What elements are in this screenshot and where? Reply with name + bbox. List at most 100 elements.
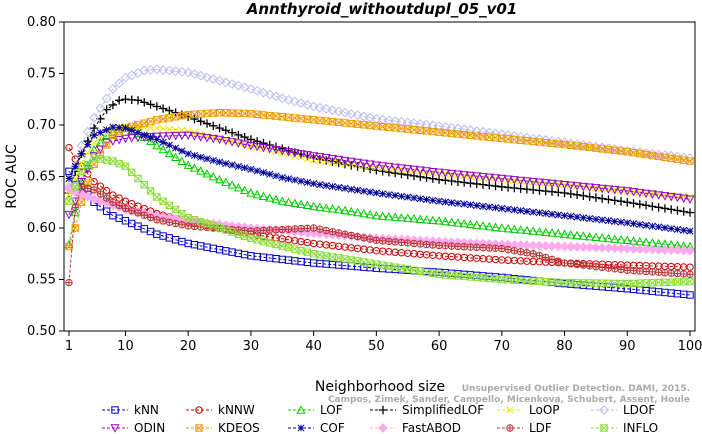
data-point [454,199,462,207]
watermark-line-1: Unsupervised Outlier Detection. DAMI, 20… [462,384,690,394]
data-point [115,214,123,222]
data-point [302,99,313,110]
data-point [115,159,123,168]
data-point [340,107,350,118]
data-point [247,227,255,235]
data-point [591,242,601,253]
legend-item-simplifiedlof: SimplifiedLOF [370,403,484,417]
data-point [90,160,98,168]
data-point [121,197,130,205]
data-point [272,172,280,180]
data-point [510,206,518,214]
data-point [459,124,470,135]
data-point [190,151,199,160]
data-point [184,127,192,135]
data-point [246,84,256,94]
data-point [440,121,451,132]
data-point [465,125,476,136]
data-point [560,181,569,189]
data-point [478,173,488,182]
data-point [353,186,362,194]
data-point [572,230,582,240]
data-point [479,202,487,210]
data-point [277,196,287,205]
data-point [548,255,556,263]
data-point [542,209,550,218]
legend-label: kNN [134,403,159,417]
data-point [685,195,695,204]
data-point [453,170,463,179]
data-point [247,234,255,242]
data-point [252,137,262,146]
data-point [302,151,312,160]
data-point [522,132,532,143]
data-point [128,168,136,177]
data-point [310,180,318,188]
data-point [678,245,689,256]
data-point [120,134,130,144]
data-point [146,117,155,126]
data-point [623,219,631,227]
data-point [365,160,375,170]
data-point [189,163,199,172]
data-point [409,213,419,223]
data-point [528,177,538,187]
data-point [128,219,136,228]
data-point [378,237,387,245]
data-point [309,152,319,161]
data-point [611,265,619,273]
data-point [672,193,682,203]
data-point [178,221,186,229]
data-point [158,104,168,113]
data-point [183,160,193,169]
data-point [164,65,175,76]
data-point [271,146,281,155]
data-point [673,269,682,278]
data-point [404,239,412,247]
data-point [384,211,394,221]
data-point [629,267,638,275]
y-tick-label: 0.50 [27,324,56,339]
data-point [290,149,300,158]
data-point [479,244,487,252]
data-point [277,93,288,104]
data-point [252,189,262,199]
data-point [378,162,388,171]
data-point [71,162,79,170]
data-point [153,135,161,143]
data-point [315,102,325,113]
legend-label: INFLO [623,421,658,434]
data-point [341,119,349,127]
data-point [239,82,250,93]
data-point [636,220,644,229]
data-point [297,246,305,255]
data-point [522,177,532,186]
data-point [604,195,613,204]
data-point [585,183,595,192]
data-point [360,187,368,195]
data-point [648,202,657,211]
data-point [215,135,225,145]
data-point [77,150,86,158]
data-point [396,164,406,173]
data-point [221,126,231,135]
data-point [277,147,287,156]
data-point [165,218,174,226]
data-point [115,194,123,202]
data-point [510,135,519,144]
data-point [177,131,187,141]
data-point [121,124,130,132]
data-point [535,179,544,187]
data-point [578,231,588,240]
data-point [222,159,230,168]
data-point [353,233,362,241]
data-point [65,278,73,287]
data-point [396,212,406,222]
data-point [89,123,99,133]
data-point [403,213,413,222]
x-axis: 1 10 20 30 40 50 60 70 80 90 100 [65,331,702,354]
data-point [127,134,137,143]
data-point [673,278,682,286]
data-point [579,214,587,222]
data-point [372,236,381,244]
